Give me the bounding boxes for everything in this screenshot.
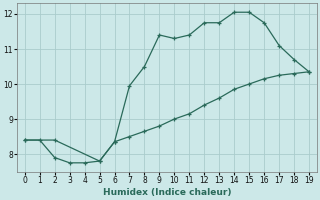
X-axis label: Humidex (Indice chaleur): Humidex (Indice chaleur) [103, 188, 231, 197]
